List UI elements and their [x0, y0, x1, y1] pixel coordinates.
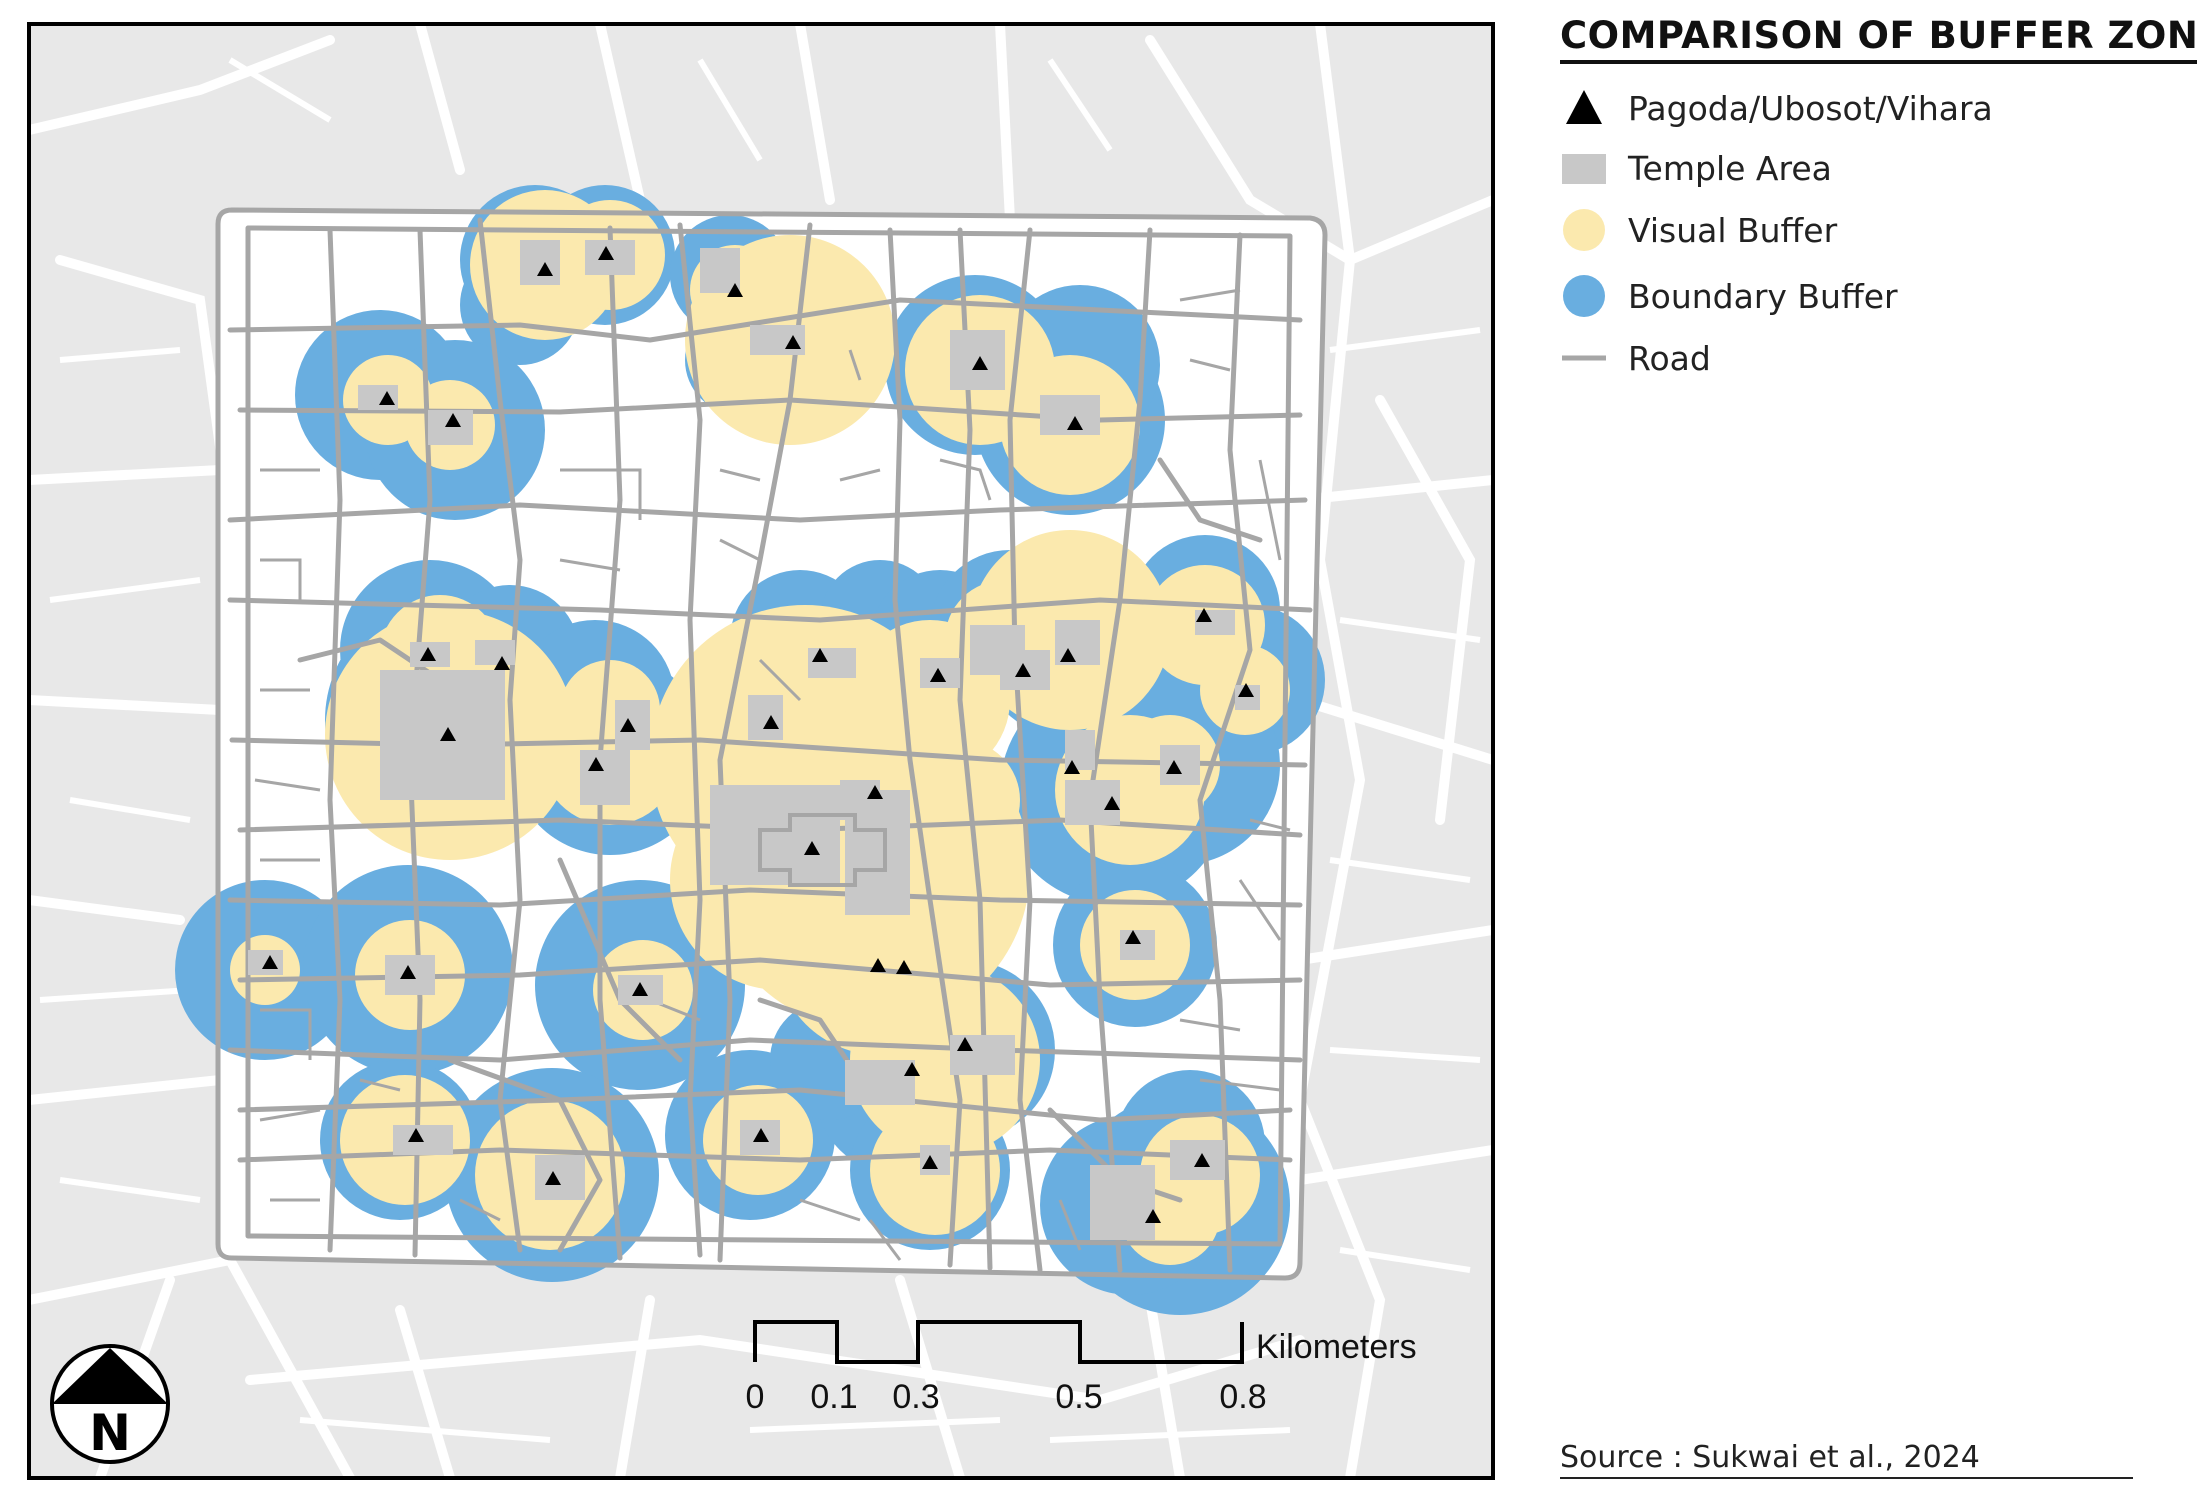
north-letter: N	[89, 1404, 131, 1462]
legend-label-pagoda: Pagoda/Ubosot/Vihara	[1628, 88, 1993, 128]
pagoda-markers	[262, 246, 1254, 1223]
legend-label-temple-area: Temple Area	[1628, 148, 1832, 188]
scale-tick-0: 0	[746, 1378, 765, 1416]
legend: COMPARISON OF BUFFER ZONE Pagoda/Ubosot/…	[1560, 14, 2197, 378]
legend-item-visual-buffer: Visual Buffer	[1560, 209, 1838, 251]
scale-unit: Kilometers	[1256, 1328, 1417, 1366]
temple-areas	[248, 240, 1260, 1240]
triangle-icon	[1560, 88, 1608, 128]
gray-line-icon	[1560, 338, 1608, 378]
scale-tick-0.5: 0.5	[1055, 1378, 1102, 1416]
minor-roads	[254, 288, 1291, 1261]
north-arrow-icon: N	[50, 1344, 170, 1464]
map-frame[interactable]: Kilometers 0 0.1 0.3 0.5 0.8 N	[0, 0, 1500, 1506]
yellow-circle-icon	[1560, 209, 1608, 251]
scale-tick-0.3: 0.3	[892, 1378, 939, 1416]
outer-streets	[29, 24, 1493, 1478]
scale-tick-0.8: 0.8	[1219, 1378, 1266, 1416]
road-network	[215, 207, 1328, 1281]
legend-label-boundary-buffer: Boundary Buffer	[1628, 276, 1898, 316]
legend-label-visual-buffer: Visual Buffer	[1628, 210, 1838, 250]
legend-label-road: Road	[1628, 338, 1711, 378]
legend-title: COMPARISON OF BUFFER ZONE	[1560, 14, 2197, 64]
central-temple-outline	[758, 813, 887, 887]
legend-item-temple-area: Temple Area	[1560, 148, 1832, 188]
blue-circle-icon	[1560, 275, 1608, 317]
legend-item-road: Road	[1560, 338, 1711, 378]
scale-tick-0.1: 0.1	[810, 1378, 857, 1416]
scale-bar	[753, 1320, 1244, 1364]
source-credit: Source : Sukwai et al., 2024	[1560, 1440, 2133, 1479]
gray-square-icon	[1560, 148, 1608, 188]
outer-streets-thin	[39, 57, 1481, 1443]
map-border	[27, 22, 1495, 1480]
legend-item-pagoda: Pagoda/Ubosot/Vihara	[1560, 88, 1993, 128]
legend-item-boundary-buffer: Boundary Buffer	[1560, 275, 1898, 317]
